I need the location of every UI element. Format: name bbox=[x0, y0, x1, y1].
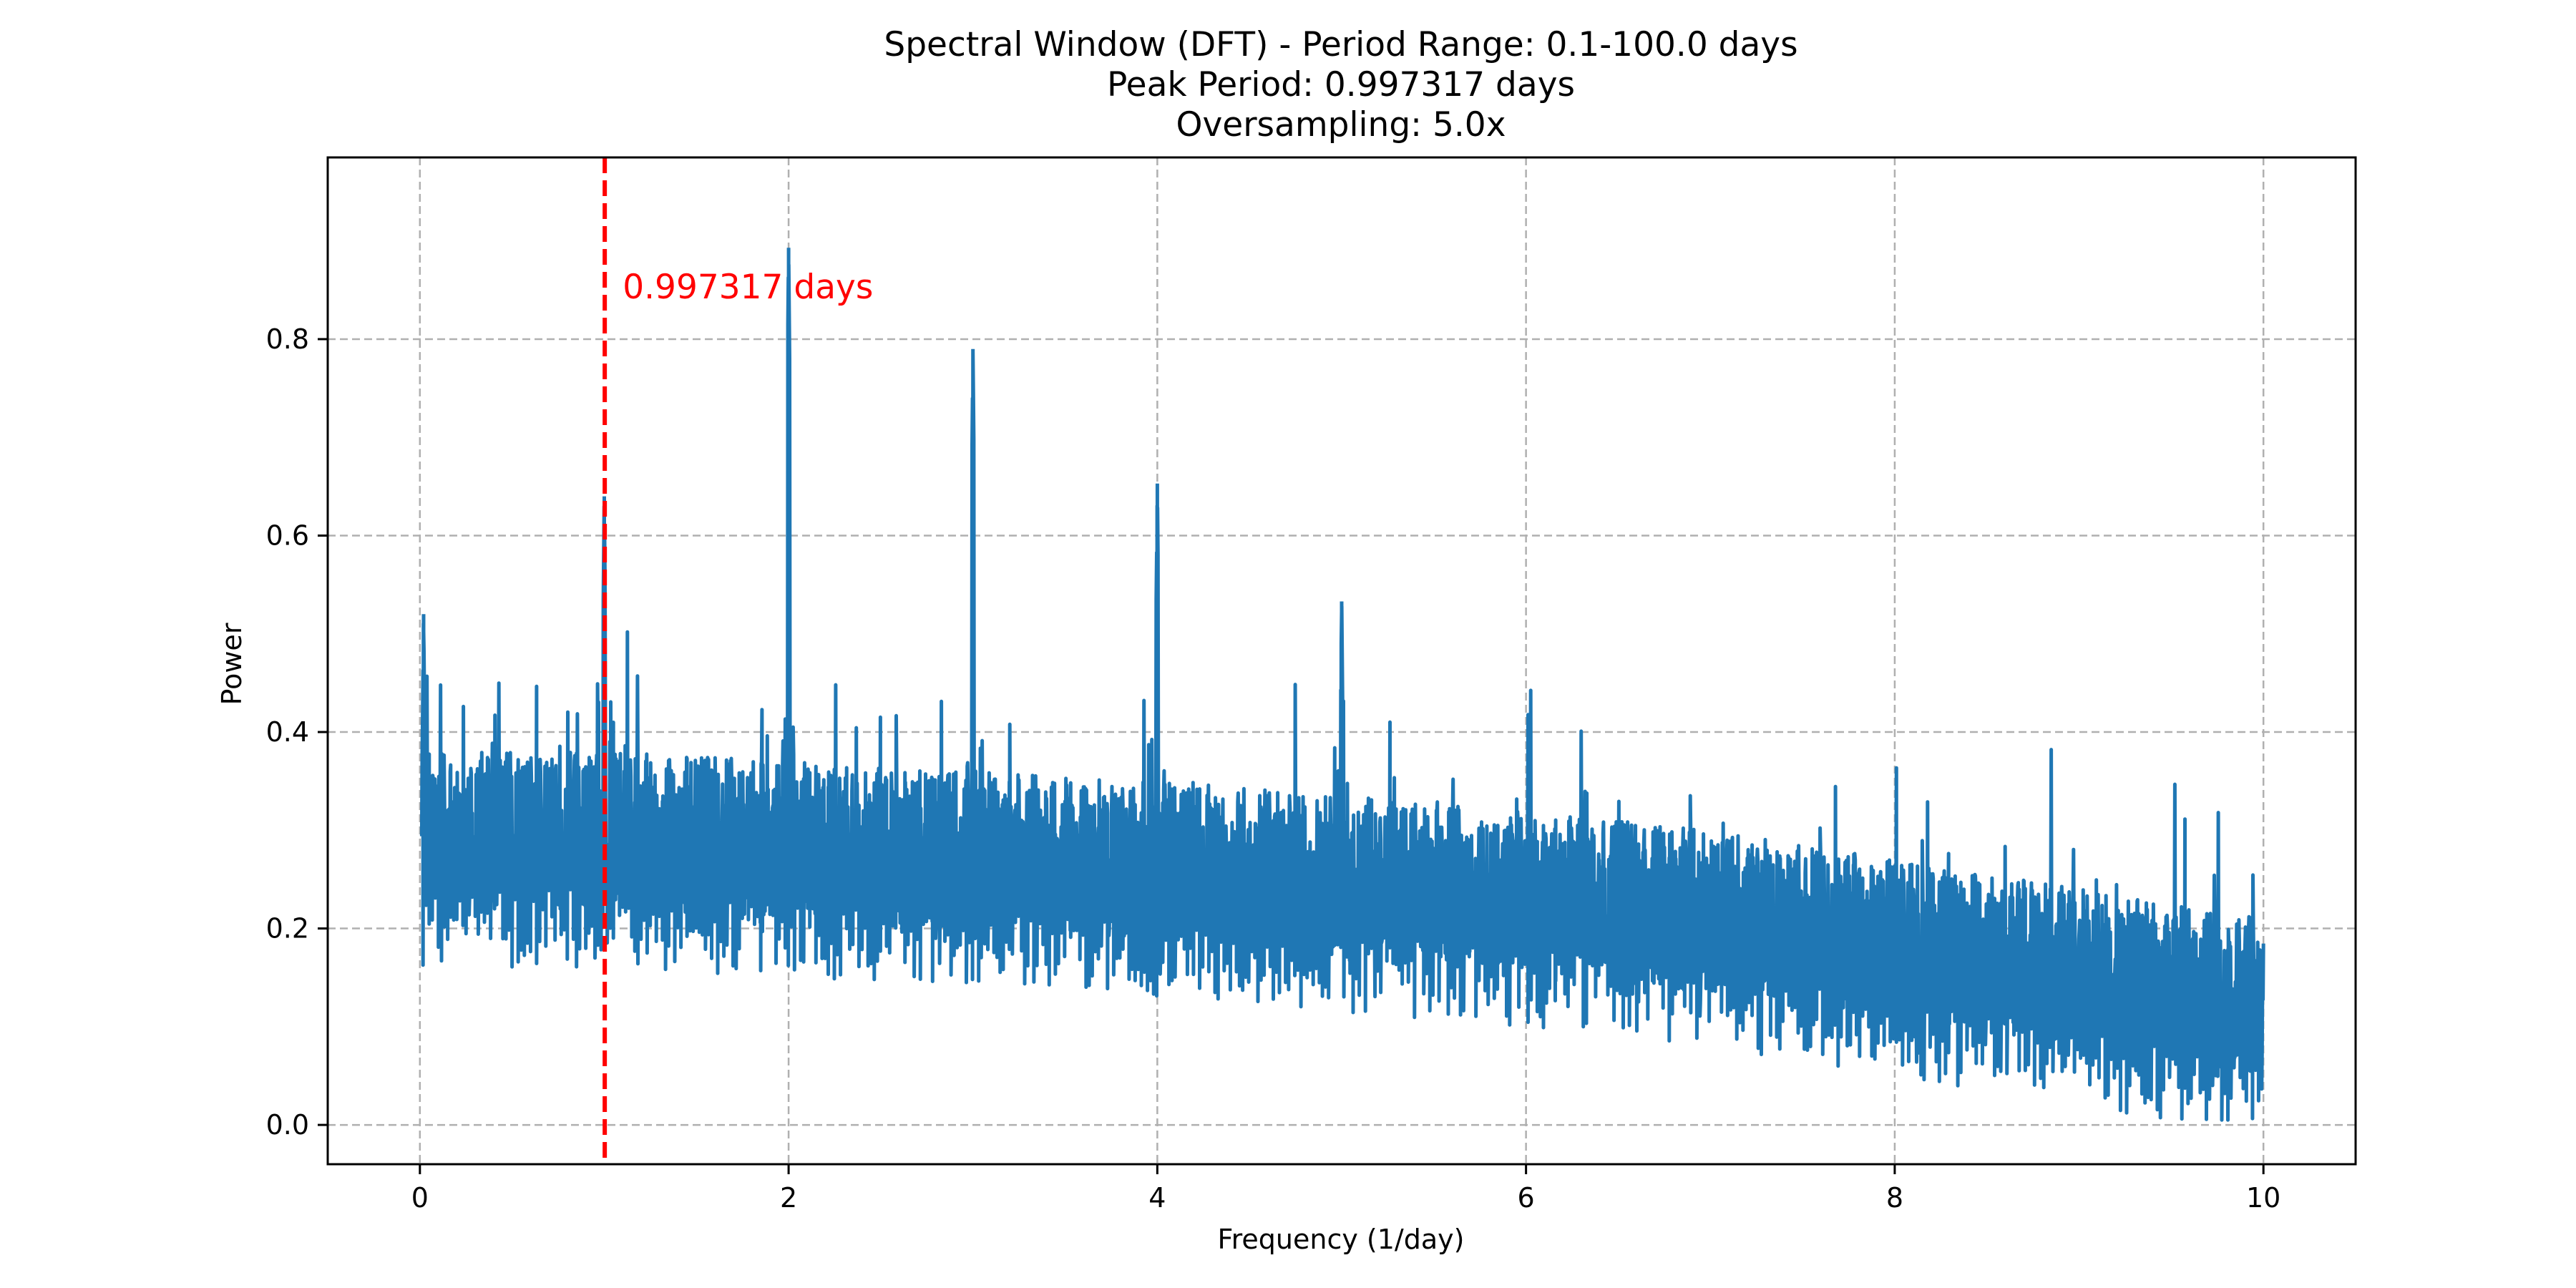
y-tick-label: 0.4 bbox=[266, 716, 309, 748]
y-tick-label: 0.8 bbox=[266, 323, 309, 355]
y-axis-ticks: 0.0 0.2 0.4 0.6 0.8 bbox=[266, 323, 328, 1141]
x-axis-ticks: 0 2 4 6 8 10 bbox=[411, 1164, 2280, 1214]
x-tick-label: 8 bbox=[1886, 1182, 1903, 1214]
series-line bbox=[419, 248, 2265, 1122]
x-axis-label: Frequency (1/day) bbox=[1218, 1224, 1465, 1255]
chart-title: Spectral Window (DFT) - Period Range: 0.… bbox=[884, 25, 1797, 145]
x-tick-label: 4 bbox=[1148, 1182, 1166, 1214]
x-tick-label: 10 bbox=[2246, 1182, 2280, 1214]
plot-frame bbox=[326, 156, 2357, 1166]
y-axis-label: Power bbox=[216, 623, 248, 705]
y-tick-label: 0.2 bbox=[266, 913, 309, 945]
title-line-2: Peak Period: 0.997317 days bbox=[1107, 65, 1575, 104]
title-line-3: Oversampling: 5.0x bbox=[1176, 105, 1506, 145]
title-line-1: Spectral Window (DFT) - Period Range: 0.… bbox=[884, 25, 1797, 64]
x-tick-label: 2 bbox=[780, 1182, 797, 1214]
x-tick-label: 0 bbox=[411, 1182, 429, 1214]
x-tick-label: 6 bbox=[1518, 1182, 1535, 1214]
plot-area: 0.997317 days bbox=[419, 157, 2265, 1164]
peak-annotation: 0.997317 days bbox=[623, 268, 873, 307]
y-tick-label: 0.0 bbox=[266, 1109, 309, 1141]
y-tick-label: 0.6 bbox=[266, 519, 309, 551]
